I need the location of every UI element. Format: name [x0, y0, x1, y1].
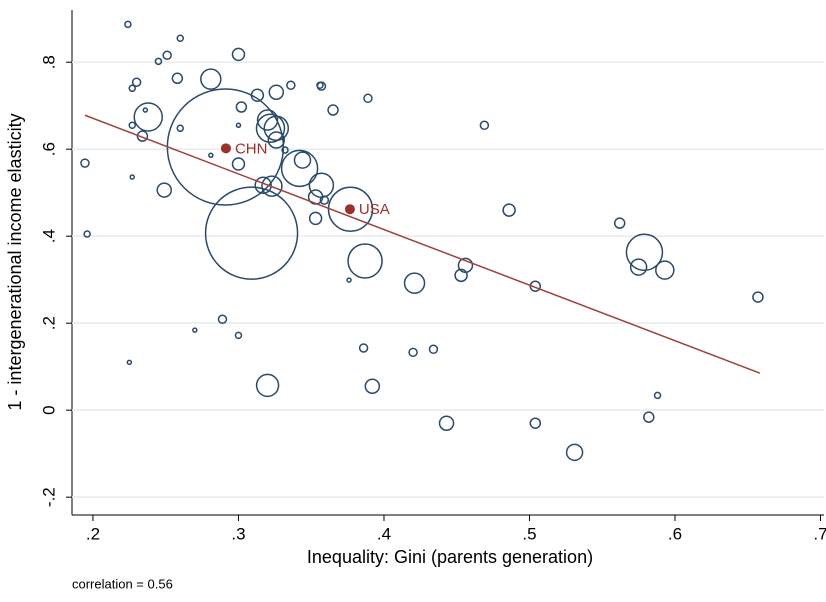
- highlight-point: [344, 204, 355, 215]
- bubble: [131, 77, 142, 87]
- bubble: [364, 378, 381, 394]
- fit-line: [84, 114, 761, 374]
- bubble: [171, 72, 184, 85]
- bubble: [286, 80, 296, 90]
- x-tick-label: .6: [668, 524, 682, 543]
- bubble: [176, 34, 185, 43]
- note: correlation = 0.56: [72, 576, 173, 591]
- bubble: [235, 122, 242, 129]
- bubble: [129, 174, 135, 180]
- bubble: [643, 411, 655, 423]
- bubble: [162, 50, 172, 60]
- bubble: [358, 343, 369, 353]
- bubble: [280, 149, 319, 188]
- bubble: [479, 120, 490, 131]
- bubble: [192, 327, 198, 333]
- bubble: [347, 243, 383, 279]
- bubble: [231, 157, 246, 171]
- bubble: [235, 101, 248, 113]
- bubble: [128, 121, 136, 130]
- bubble: [428, 344, 439, 355]
- bubble: [653, 391, 662, 400]
- bubble: [154, 57, 163, 66]
- bubble: [124, 20, 132, 29]
- bubble: [629, 258, 648, 276]
- bubble: [438, 415, 455, 431]
- bubble: [319, 195, 330, 205]
- bubble: [263, 115, 290, 142]
- bubble: [128, 84, 136, 93]
- y-axis-title: 1 - intergenerational income elasticity: [5, 113, 25, 410]
- y-tick-label: .8: [39, 55, 58, 69]
- bubble: [268, 84, 285, 100]
- bubble: [502, 203, 516, 217]
- bubble: [281, 146, 289, 154]
- highlight-point: [220, 143, 231, 154]
- bubble: [625, 233, 664, 272]
- y-tick-label: .2: [39, 316, 58, 330]
- x-tick-label: .7: [813, 524, 826, 543]
- bubble: [142, 107, 149, 113]
- bubble: [408, 347, 418, 358]
- x-tick-label: .5: [522, 524, 536, 543]
- bubble: [83, 230, 91, 238]
- bubble: [231, 47, 246, 62]
- bubble: [208, 152, 214, 159]
- bubble: [156, 182, 173, 198]
- bubble: [255, 373, 280, 398]
- x-axis-title: Inequality: Gini (parents generation): [307, 547, 593, 567]
- bubble: [261, 175, 283, 197]
- bubble: [217, 314, 228, 325]
- bubble: [316, 81, 327, 91]
- bubble: [403, 272, 426, 294]
- x-tick-label: .4: [377, 524, 391, 543]
- bubble: [752, 291, 764, 303]
- bubble: [363, 93, 373, 104]
- bubble: [293, 151, 312, 169]
- y-tick-label: 0: [39, 405, 58, 414]
- highlight-label: USA: [359, 201, 390, 218]
- bubble: [80, 158, 90, 168]
- bubble: [234, 331, 243, 340]
- bubble: [136, 130, 149, 142]
- bubble: [346, 277, 352, 283]
- bubble: [655, 260, 675, 280]
- bubble: [254, 176, 272, 195]
- bubble: [565, 443, 584, 462]
- y-tick-label: .4: [39, 229, 58, 243]
- bubble: [133, 102, 163, 132]
- bubble: [454, 268, 468, 283]
- bubble: [200, 68, 222, 90]
- bubble: [327, 186, 374, 232]
- bubble: [126, 359, 133, 366]
- bubble: [327, 104, 339, 116]
- bubble: [176, 124, 185, 133]
- bubble: [255, 113, 286, 144]
- bubble: [256, 109, 279, 131]
- y-tick-label: -.2: [39, 487, 58, 507]
- x-tick-label: .3: [231, 524, 245, 543]
- bubble: [308, 211, 323, 226]
- bubble: [613, 217, 626, 229]
- highlight-label: CHN: [235, 140, 268, 157]
- bubble: [529, 417, 542, 429]
- bubble: [204, 186, 299, 280]
- x-tick-label: .2: [86, 524, 100, 543]
- bubble: [267, 131, 286, 149]
- y-tick-label: .6: [39, 142, 58, 156]
